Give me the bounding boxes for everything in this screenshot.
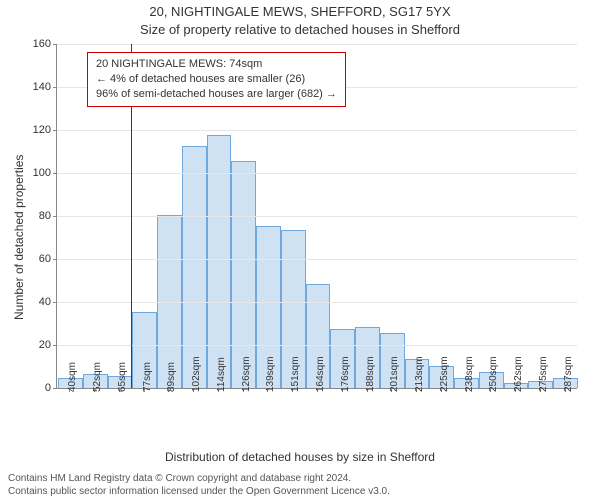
- footer-line-2: Contains public sector information licen…: [8, 486, 592, 499]
- xtick-label: 176sqm: [340, 356, 351, 392]
- gridline-h: [57, 216, 577, 217]
- xtick-label: 213sqm: [414, 356, 425, 392]
- xtick-label: 114sqm: [216, 357, 227, 392]
- xtick-label: 52sqm: [92, 362, 103, 392]
- ytick-label: 160: [33, 38, 57, 50]
- ytick-label: 120: [33, 124, 57, 136]
- gridline-h: [57, 130, 577, 131]
- xtick-label: 65sqm: [117, 362, 128, 392]
- ytick-label: 140: [33, 81, 57, 93]
- plot-area: 02040608010012014016040sqm52sqm65sqm77sq…: [56, 44, 577, 389]
- ytick-label: 60: [39, 253, 57, 265]
- ytick-label: 100: [33, 167, 57, 179]
- xtick-label: 89sqm: [166, 362, 177, 392]
- bar: [182, 146, 207, 388]
- xtick-label: 238sqm: [464, 356, 475, 392]
- footer-line-1: Contains HM Land Registry data © Crown c…: [8, 473, 592, 486]
- x-axis-label: Distribution of detached houses by size …: [0, 450, 600, 464]
- ytick-label: 40: [39, 296, 57, 308]
- xtick-label: 164sqm: [315, 356, 326, 392]
- gridline-h: [57, 302, 577, 303]
- bar: [231, 161, 256, 388]
- ytick-label: 20: [39, 339, 57, 351]
- xtick-label: 250sqm: [488, 356, 499, 392]
- xtick-label: 262sqm: [513, 356, 524, 392]
- xtick-label: 102sqm: [191, 356, 202, 392]
- xtick-label: 77sqm: [142, 362, 153, 392]
- xtick-label: 201sqm: [389, 356, 400, 392]
- gridline-h: [57, 173, 577, 174]
- gridline-h: [57, 44, 577, 45]
- xtick-label: 188sqm: [365, 356, 376, 392]
- xtick-label: 40sqm: [67, 362, 78, 392]
- y-axis-label: Number of detached properties: [12, 155, 26, 320]
- xtick-label: 225sqm: [439, 356, 450, 392]
- footer-attribution: Contains HM Land Registry data © Crown c…: [8, 473, 592, 498]
- xtick-label: 151sqm: [290, 356, 301, 392]
- chart-title-main: 20, NIGHTINGALE MEWS, SHEFFORD, SG17 5YX: [0, 4, 600, 19]
- xtick-label: 139sqm: [265, 356, 276, 392]
- gridline-h: [57, 345, 577, 346]
- annotation-box: 20 NIGHTINGALE MEWS: 74sqm← 4% of detach…: [87, 52, 346, 107]
- xtick-label: 275sqm: [538, 356, 549, 392]
- chart-title-sub: Size of property relative to detached ho…: [0, 22, 600, 37]
- annotation-line: ← 4% of detached houses are smaller (26): [96, 72, 337, 87]
- annotation-line: 96% of semi-detached houses are larger (…: [96, 87, 337, 102]
- ytick-label: 0: [45, 382, 57, 394]
- xtick-label: 126sqm: [241, 356, 252, 392]
- annotation-line: 20 NIGHTINGALE MEWS: 74sqm: [96, 57, 337, 72]
- xtick-label: 287sqm: [563, 356, 574, 392]
- ytick-label: 80: [39, 210, 57, 222]
- gridline-h: [57, 259, 577, 260]
